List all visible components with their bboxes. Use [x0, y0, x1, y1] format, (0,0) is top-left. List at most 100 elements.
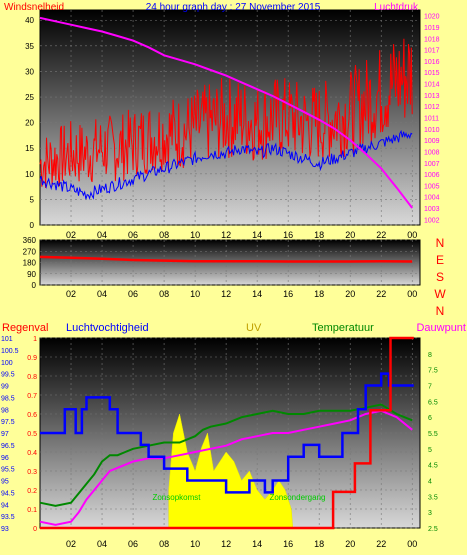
pressure-y-tick: 1012	[424, 104, 440, 111]
pressure-y-tick: 1013	[424, 93, 440, 100]
direction-panel-x-tick: 08	[159, 289, 169, 299]
direction-y-tick: 270	[23, 247, 37, 256]
pressure-y-tick: 1009	[424, 138, 440, 145]
direction-panel-x-tick: 02	[66, 289, 76, 299]
direction-y-tick: 90	[27, 270, 36, 279]
graph-title: 24 hour graph day : 27 November 2015	[146, 2, 321, 13]
wind-y-tick: 5	[30, 195, 35, 204]
humidity-y-tick: 94	[1, 502, 9, 509]
pressure-y-tick: 1015	[424, 70, 440, 77]
wind-panel-x-tick: 02	[66, 230, 76, 240]
pressure-y-tick: 1020	[424, 14, 440, 21]
temperature-y-tick: 3	[428, 510, 432, 517]
wind-panel-x-tick: 00	[407, 230, 417, 240]
temperature-y-tick: 4	[428, 479, 432, 486]
humidity-line	[40, 372, 414, 494]
pressure-y-tick: 1002	[424, 217, 440, 224]
rain-y-tick: 0.7	[27, 393, 37, 400]
rain-y-tick: 0.1	[27, 507, 37, 514]
dewpoint-line	[39, 409, 413, 526]
temperature-y-tick: 5.5	[428, 431, 438, 438]
pressure-y-tick: 1003	[424, 206, 440, 213]
sunset-annotation: Zonsondergang	[269, 493, 325, 502]
temperature-y-tick: 4.5	[428, 463, 438, 470]
temperature-y-tick: 7.5	[428, 368, 438, 375]
pressure-y-tick: 1008	[424, 149, 440, 156]
humidity-y-tick: 101	[1, 336, 13, 343]
humidity-y-tick: 93	[1, 526, 9, 533]
pressure-y-tick: 1006	[424, 172, 440, 179]
pressure-line	[39, 16, 413, 209]
direction-panel-x-tick: 20	[345, 289, 355, 299]
compass-letter: N	[436, 236, 445, 250]
pressure-y-tick: 1014	[424, 82, 440, 89]
sunrise-annotation: Zonsopkomst	[152, 493, 201, 502]
wind-speed-label: Windsnelheid	[4, 2, 64, 13]
humidity-y-tick: 98.5	[1, 395, 15, 402]
pressure-y-tick: 1005	[424, 183, 440, 190]
temperature-line	[39, 403, 413, 507]
wind-gust-line	[39, 38, 413, 189]
humidity-panel-x-tick: 10	[190, 539, 200, 549]
humidity-y-tick: 95.5	[1, 467, 15, 474]
pressure-y-tick: 1011	[424, 116, 439, 123]
humidity-panel-x-tick: 02	[66, 539, 76, 549]
rain-y-tick: 0.3	[27, 469, 37, 476]
temperature-y-tick: 2.5	[428, 526, 438, 533]
wind-panel-x-tick: 20	[345, 230, 355, 240]
humidity-panel-x-tick: 06	[128, 539, 138, 549]
pressure-y-tick: 1016	[424, 59, 440, 66]
rain-y-tick: 0.2	[27, 488, 37, 495]
humidity-y-tick: 95	[1, 479, 9, 486]
rain-y-tick: 0.5	[27, 431, 37, 438]
humidity-panel-x-tick: 00	[407, 539, 417, 549]
wind-y-tick: 30	[25, 67, 34, 76]
temperature-y-tick: 6	[428, 415, 432, 422]
rain-y-tick: 0.8	[27, 374, 37, 381]
wind-y-tick: 40	[25, 16, 34, 25]
rain-y-tick: 0.6	[27, 412, 37, 419]
temperature-y-tick: 6.5	[428, 399, 438, 406]
humidity-panel-x-tick: 14	[252, 539, 262, 549]
humidity-y-tick: 100.5	[1, 348, 19, 355]
humidity-panel-x-tick: 08	[159, 539, 169, 549]
humidity-y-tick: 97.5	[1, 419, 15, 426]
wind-y-tick: 15	[25, 144, 34, 153]
wind-direction-line	[39, 255, 413, 263]
temperature-label: Temperatuur	[312, 322, 374, 334]
wind-y-tick: 35	[25, 42, 34, 51]
rain-y-tick: 0	[33, 526, 37, 533]
uv-area	[168, 413, 294, 529]
pressure-y-tick: 1019	[424, 25, 440, 32]
wind-panel-x-tick: 18	[314, 230, 324, 240]
pressure-y-tick: 1004	[424, 195, 440, 202]
wind-panel-x-tick: 22	[376, 230, 386, 240]
direction-y-tick: 180	[23, 259, 37, 268]
compass-letter: N	[436, 304, 445, 318]
humidity-y-tick: 99.5	[1, 372, 15, 379]
wind-panel-x-tick: 06	[128, 230, 138, 240]
direction-panel-x-tick: 12	[221, 289, 231, 299]
wind-y-tick: 10	[25, 170, 34, 179]
wind-panel-x-tick: 04	[97, 230, 107, 240]
wind-panel-x-tick: 08	[159, 230, 169, 240]
direction-panel-x-tick: 06	[128, 289, 138, 299]
humidity-panel-x-tick: 18	[314, 539, 324, 549]
humidity-panel-x-tick: 20	[345, 539, 355, 549]
humidity-y-tick: 94.5	[1, 490, 15, 497]
humidity-panel-x-tick: 22	[376, 539, 386, 549]
temperature-y-tick: 8	[428, 352, 432, 359]
temperature-y-tick: 5	[428, 447, 432, 454]
pressure-label: Luchtdruk	[374, 2, 419, 13]
compass-letter: E	[436, 253, 444, 267]
rain-line	[40, 336, 414, 530]
wind-y-tick: 20	[25, 119, 34, 128]
wind-average-line	[39, 129, 413, 201]
humidity-y-tick: 96	[1, 455, 9, 462]
pressure-y-tick: 1018	[424, 36, 440, 43]
wind-y-tick: 0	[30, 221, 35, 230]
rain-y-tick: 0.4	[27, 450, 37, 457]
direction-panel-x-tick: 22	[376, 289, 386, 299]
